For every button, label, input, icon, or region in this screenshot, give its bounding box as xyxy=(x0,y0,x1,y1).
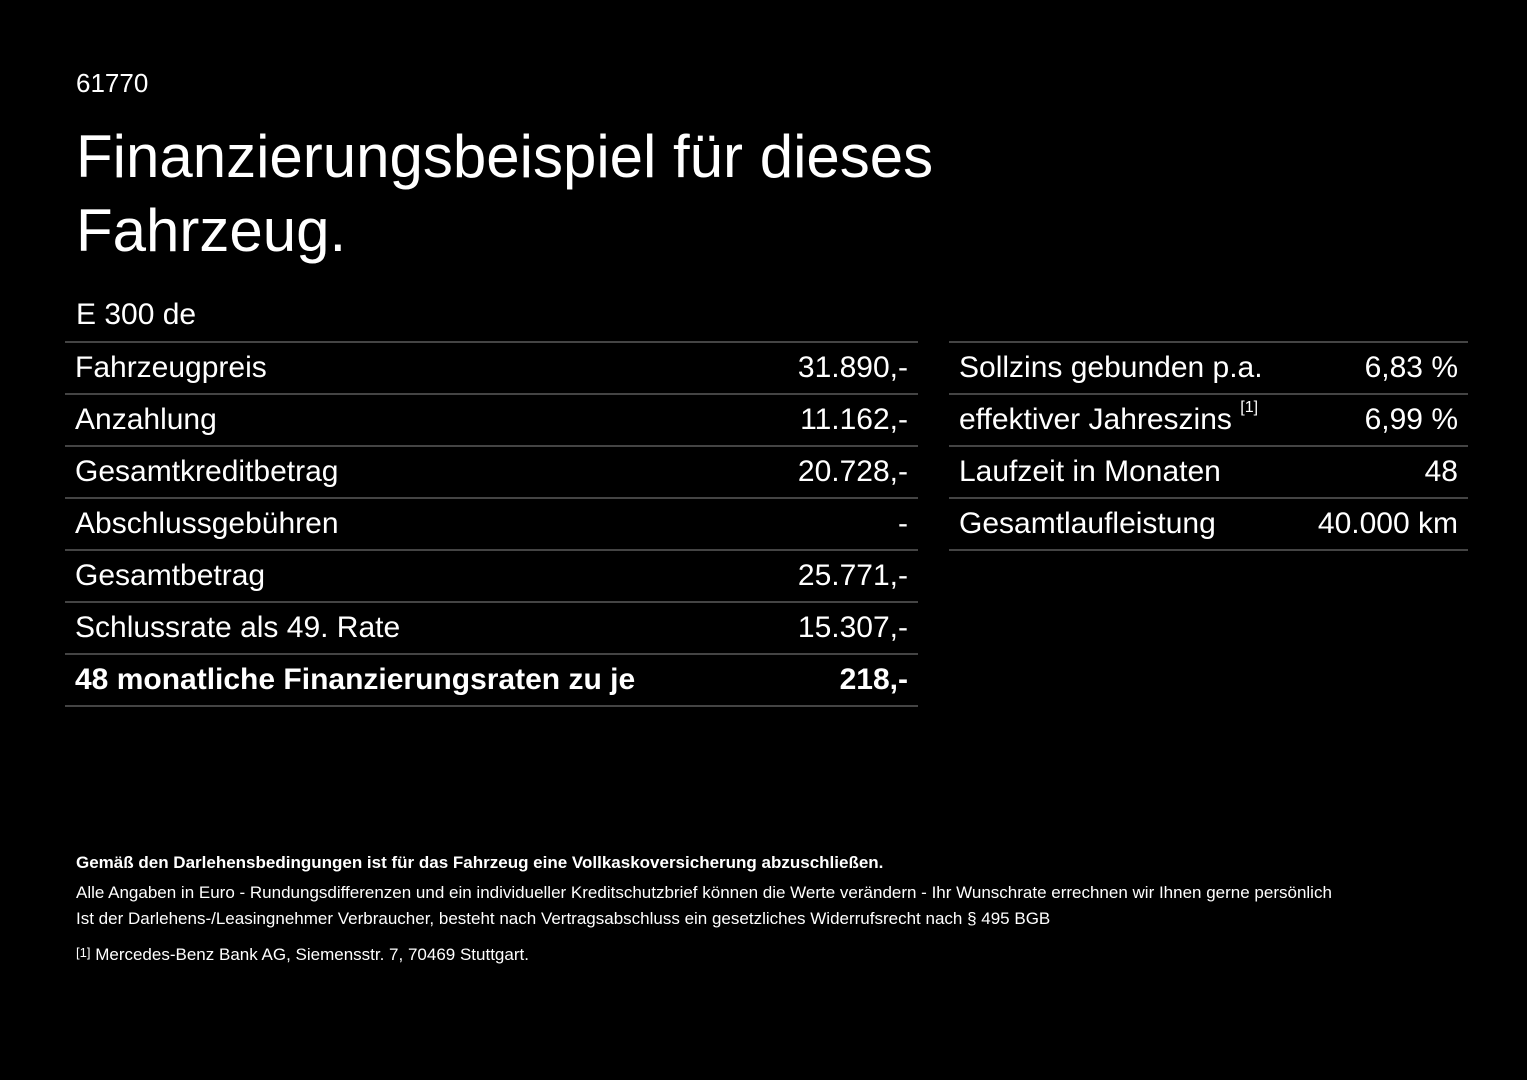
row: Sollzins gebunden p.a. 6,83 % xyxy=(949,341,1468,395)
label: Anzahlung xyxy=(65,394,762,447)
value: 20.728,- xyxy=(761,446,918,499)
right-table: Sollzins gebunden p.a. 6,83 % effektiver J… xyxy=(949,341,1468,551)
label: Abschlussgebühren xyxy=(65,498,762,551)
label-text: Fahrzeugpreis xyxy=(75,351,267,384)
value: 6,83 % xyxy=(1296,341,1468,395)
label: Fahrzeugpreis xyxy=(65,341,762,395)
label-text: Sollzins gebunden p.a. xyxy=(959,351,1263,384)
label: Laufzeit in Monaten xyxy=(949,446,1297,499)
value: 48 xyxy=(1296,446,1468,499)
value: 11.162,- xyxy=(761,394,918,447)
label: Gesamtkreditbetrag xyxy=(65,446,762,499)
title: Finanzierungsbeispiel für dieses Fahrzeu… xyxy=(76,123,934,264)
label: 48 monatliche Finanzierungsraten zu je xyxy=(65,654,762,707)
label: Sollzins gebunden p.a. xyxy=(949,341,1297,395)
note: Ist der Darlehens-/Leasingnehmer Verbrau… xyxy=(76,909,1051,928)
label-text: Schlussrate als 49. Rate xyxy=(75,611,401,644)
row: 48 monatliche Finanzierungsraten zu je 21… xyxy=(65,654,918,707)
row: Laufzeit in Monaten 48 xyxy=(949,446,1468,499)
code: 61770 xyxy=(76,68,149,98)
label-text: Gesamtkreditbetrag xyxy=(75,455,339,488)
label: effektiver Jahreszins [1] xyxy=(949,394,1297,447)
value: 25.771,- xyxy=(761,550,918,603)
left-table: Fahrzeugpreis 31.890,- Anzahlung 11.162,- Ge… xyxy=(65,341,918,707)
label-text: Anzahlung xyxy=(75,403,217,436)
label-text: Abschlussgebühren xyxy=(75,507,339,540)
label: Gesamtlaufleistung xyxy=(949,498,1297,551)
label-text: Laufzeit in Monaten xyxy=(959,455,1221,488)
model: E 300 de xyxy=(76,298,197,331)
row: Gesamtkreditbetrag 20.728,- xyxy=(65,446,918,499)
value: 15.307,- xyxy=(761,602,918,655)
row: Schlussrate als 49. Rate 15.307,- xyxy=(65,602,918,655)
value: 31.890,- xyxy=(761,341,918,395)
value: - xyxy=(761,498,918,551)
row: Gesamtbetrag 25.771,- xyxy=(65,550,918,603)
value: 40.000 km xyxy=(1296,498,1468,551)
label: Schlussrate als 49. Rate xyxy=(65,602,762,655)
label-text: 48 monatliche Finanzierungsraten zu je xyxy=(75,663,636,696)
label-text: Gesamtbetrag xyxy=(75,559,266,592)
footnote-mark: [1] xyxy=(1240,399,1259,416)
row: Fahrzeugpreis 31.890,- xyxy=(65,341,918,395)
footnote-text: Mercedes-Benz Bank AG, Siemensstr. 7, 70… xyxy=(95,945,529,964)
row: Abschlussgebühren - xyxy=(65,498,918,551)
footnote-mark: [1] xyxy=(76,945,91,960)
value: 218,- xyxy=(761,654,918,707)
row: Anzahlung 11.162,- xyxy=(65,394,918,447)
footnote: [1] Mercedes-Benz Bank AG, Siemensstr. 7… xyxy=(76,945,529,965)
bold-note: Gemäß den Darlehensbedingungen ist für d… xyxy=(76,853,884,872)
value: 6,99 % xyxy=(1296,394,1468,447)
note: Alle Angaben in Euro - Rundungsdifferenz… xyxy=(76,883,1332,902)
row: Gesamtlaufleistung 40.000 km xyxy=(949,498,1468,551)
label-text: Gesamtlaufleistung xyxy=(959,507,1216,540)
row: effektiver Jahreszins [1] 6,99 % xyxy=(949,394,1468,447)
label: Gesamtbetrag xyxy=(65,550,762,603)
label-text: effektiver Jahreszins xyxy=(959,403,1232,436)
